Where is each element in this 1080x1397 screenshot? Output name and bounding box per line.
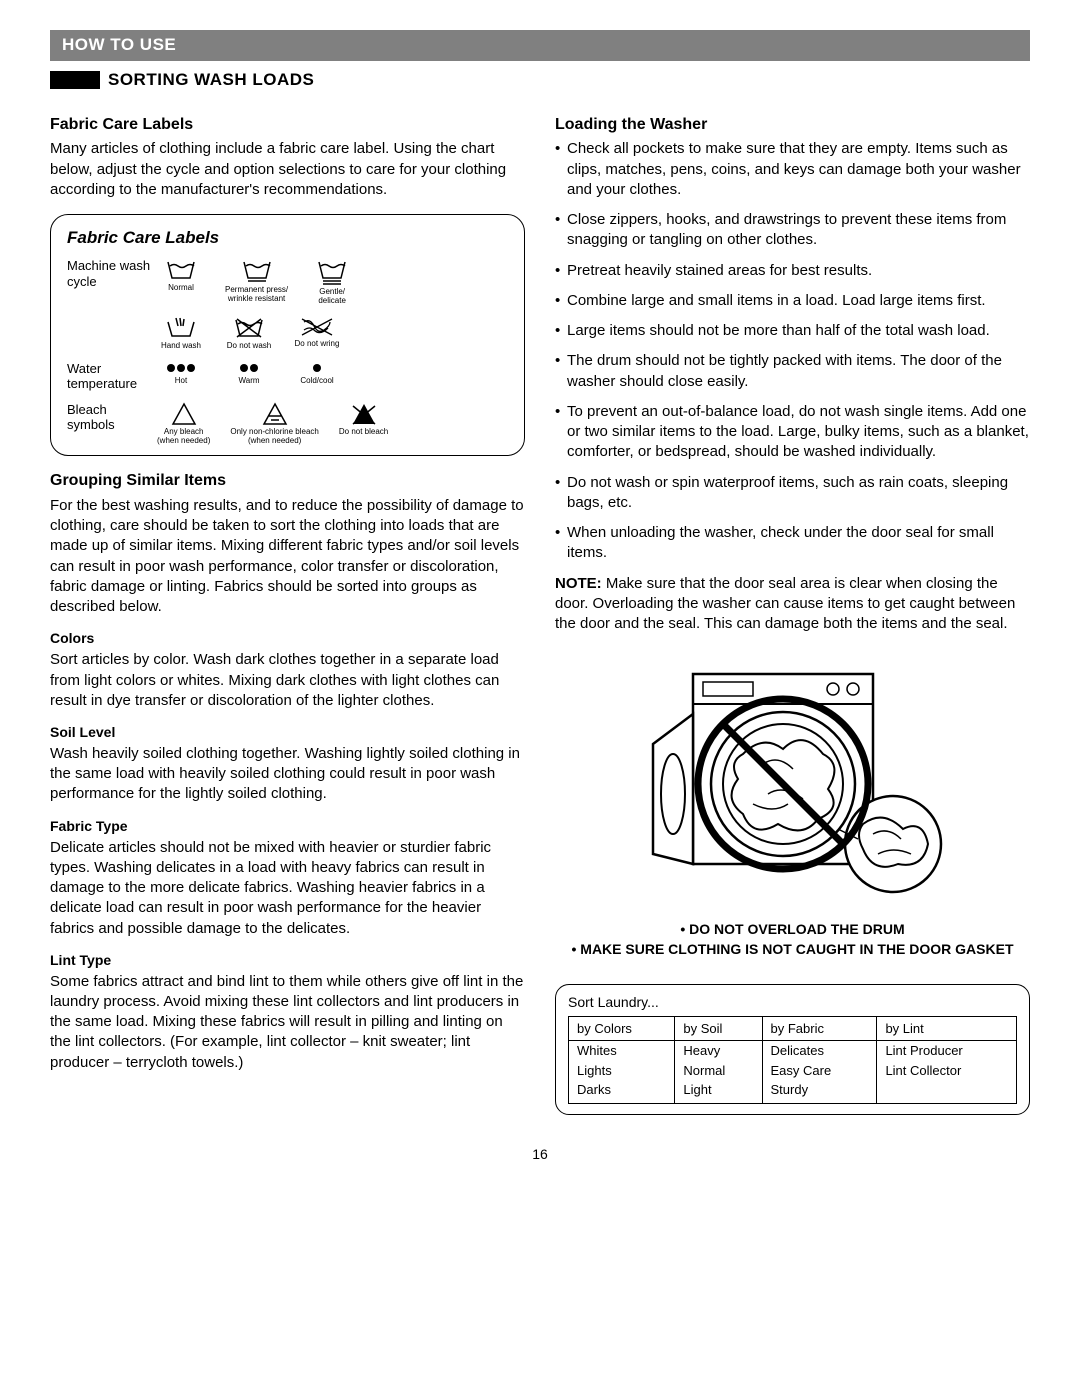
icon-gentle-wash: Gentle/ delicate bbox=[308, 258, 356, 306]
warning-line-2: • MAKE SURE CLOTHING IS NOT CAUGHT IN TH… bbox=[555, 940, 1030, 960]
icon-normal-wash: Normal bbox=[157, 258, 205, 306]
left-column: Fabric Care Labels Many articles of clot… bbox=[50, 104, 525, 1115]
icon-any-bleach: Any bleach (when needed) bbox=[157, 402, 210, 446]
icon-hand-wash: Hand wash bbox=[157, 316, 205, 351]
fabric-row-cycle2: Hand wash Do not wash Do not wring bbox=[67, 316, 508, 351]
bullet-item: When unloading the washer, check under t… bbox=[555, 523, 1030, 564]
bullet-item: To prevent an out-of-balance load, do no… bbox=[555, 402, 1030, 463]
sort-laundry-table: by Colors by Soil by Fabric by Lint Whit… bbox=[568, 1016, 1017, 1104]
table-header: by Soil bbox=[675, 1016, 762, 1041]
bullet-item: Combine large and small items in a load.… bbox=[555, 291, 1030, 311]
heading-loading: Loading the Washer bbox=[555, 114, 1030, 136]
page-number: 16 bbox=[50, 1145, 1030, 1164]
icon-non-chlorine-bleach: Only non-chlorine bleach (when needed) bbox=[230, 402, 319, 446]
warning-block: • DO NOT OVERLOAD THE DRUM • MAKE SURE C… bbox=[555, 920, 1030, 959]
table-header: by Colors bbox=[569, 1016, 675, 1041]
section-header: SORTING WASH LOADS bbox=[50, 69, 1030, 92]
fabric-row-bleach: Bleach symbols Any bleach (when needed) … bbox=[67, 402, 508, 446]
row-label-bleach: Bleach symbols bbox=[67, 402, 157, 433]
heading-fabrictype: Fabric Type bbox=[50, 817, 525, 836]
paragraph-fabrictype: Delicate articles should not be mixed wi… bbox=[50, 838, 525, 939]
icon-cold: Cold/cool bbox=[293, 361, 341, 386]
row-label-cycle: Machine wash cycle bbox=[67, 258, 157, 289]
bullet-item: The drum should not be tightly packed wi… bbox=[555, 351, 1030, 392]
table-row: Darks Light Sturdy bbox=[569, 1080, 1017, 1103]
table-header-row: by Colors by Soil by Fabric by Lint bbox=[569, 1016, 1017, 1041]
note-body: Make sure that the door seal area is cle… bbox=[555, 575, 1015, 633]
section-header-text: SORTING WASH LOADS bbox=[108, 69, 314, 92]
table-header: by Fabric bbox=[762, 1016, 877, 1041]
heading-lint: Lint Type bbox=[50, 951, 525, 970]
note-block: NOTE: Make sure that the door seal area … bbox=[555, 574, 1030, 635]
bullet-item: Pretreat heavily stained areas for best … bbox=[555, 261, 1030, 281]
fabric-row-temp: Water temperature Hot Warm Cold/cool bbox=[67, 361, 508, 392]
fabric-care-box: Fabric Care Labels Machine wash cycle No… bbox=[50, 214, 525, 456]
paragraph-lint: Some fabrics attract and bind lint to th… bbox=[50, 972, 525, 1073]
heading-soil: Soil Level bbox=[50, 723, 525, 742]
heading-grouping: Grouping Similar Items bbox=[50, 470, 525, 492]
header-bar: HOW TO USE bbox=[50, 30, 1030, 61]
washer-overload-diagram bbox=[633, 654, 953, 904]
paragraph-grouping: For the best washing results, and to red… bbox=[50, 496, 525, 618]
black-box-icon bbox=[50, 71, 100, 89]
heading-colors: Colors bbox=[50, 629, 525, 648]
paragraph-fabric-care: Many articles of clothing include a fabr… bbox=[50, 139, 525, 200]
paragraph-soil: Wash heavily soiled clothing together. W… bbox=[50, 744, 525, 805]
table-row: Lights Normal Easy Care Lint Collector bbox=[569, 1061, 1017, 1081]
row-label-temp: Water temperature bbox=[67, 361, 157, 392]
fabric-box-title: Fabric Care Labels bbox=[67, 227, 508, 250]
sort-laundry-box: Sort Laundry... by Colors by Soil by Fab… bbox=[555, 984, 1030, 1115]
paragraph-colors: Sort articles by color. Wash dark clothe… bbox=[50, 650, 525, 711]
icon-do-not-wring: Do not wring bbox=[293, 316, 341, 351]
icon-do-not-wash: Do not wash bbox=[225, 316, 273, 351]
bullet-item: Close zippers, hooks, and drawstrings to… bbox=[555, 210, 1030, 251]
icon-permpress-wash: Permanent press/ wrinkle resistant bbox=[225, 258, 288, 306]
bullet-item: Large items should not be more than half… bbox=[555, 321, 1030, 341]
note-label: NOTE: bbox=[555, 575, 602, 592]
right-column: Loading the Washer Check all pockets to … bbox=[555, 104, 1030, 1115]
heading-fabric-care: Fabric Care Labels bbox=[50, 114, 525, 136]
loading-bullet-list: Check all pockets to make sure that they… bbox=[555, 139, 1030, 563]
icon-do-not-bleach: Do not bleach bbox=[339, 402, 388, 446]
table-row: Whites Heavy Delicates Lint Producer bbox=[569, 1041, 1017, 1061]
table-header: by Lint bbox=[877, 1016, 1017, 1041]
bullet-item: Check all pockets to make sure that they… bbox=[555, 139, 1030, 200]
bullet-item: Do not wash or spin waterproof items, su… bbox=[555, 473, 1030, 514]
sort-laundry-title: Sort Laundry... bbox=[568, 993, 1017, 1012]
icon-hot: Hot bbox=[157, 361, 205, 386]
fabric-row-cycle: Machine wash cycle Normal Permanent pres… bbox=[67, 258, 508, 306]
warning-line-1: • DO NOT OVERLOAD THE DRUM bbox=[555, 920, 1030, 940]
icon-warm: Warm bbox=[225, 361, 273, 386]
